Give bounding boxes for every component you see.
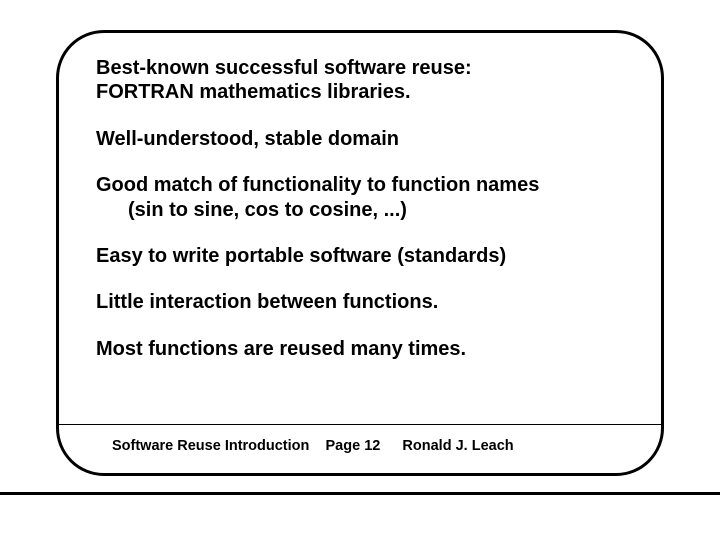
footer-author: Ronald J. Leach <box>402 438 513 454</box>
bullet-1-line-1: Best-known successful software reuse: <box>96 57 472 79</box>
bullet-4: Easy to write portable software (standar… <box>96 244 636 268</box>
bullet-2-line-1: Well-understood, stable domain <box>96 128 399 150</box>
footer-title: Software Reuse Introduction <box>112 438 309 454</box>
slide: Best-known successful software reuse: FO… <box>0 0 720 540</box>
bullet-1-line-2: FORTRAN mathematics libraries. <box>96 81 411 103</box>
bullet-6-line-1: Most functions are reused many times. <box>96 338 466 360</box>
bullet-5-line-1: Little interaction between functions. <box>96 291 438 313</box>
slide-footer: Software Reuse Introduction Page 12 Rona… <box>112 438 514 454</box>
bullet-3: Good match of functionality to function … <box>96 173 636 222</box>
bullet-5: Little interaction between functions. <box>96 290 636 314</box>
bullet-3-line-2: (sin to sine, cos to cosine, ...) <box>96 198 636 222</box>
footer-page-number: 12 <box>364 438 380 454</box>
bullet-2: Well-understood, stable domain <box>96 127 636 151</box>
footer-page-label: Page <box>326 438 361 454</box>
content-baseline <box>58 424 662 425</box>
slide-underline <box>0 492 720 495</box>
bullet-6: Most functions are reused many times. <box>96 337 636 361</box>
slide-content: Best-known successful software reuse: FO… <box>96 56 636 383</box>
bullet-4-line-1: Easy to write portable software (standar… <box>96 245 506 267</box>
bullet-3-line-1: Good match of functionality to function … <box>96 174 539 196</box>
bullet-1: Best-known successful software reuse: FO… <box>96 56 636 105</box>
